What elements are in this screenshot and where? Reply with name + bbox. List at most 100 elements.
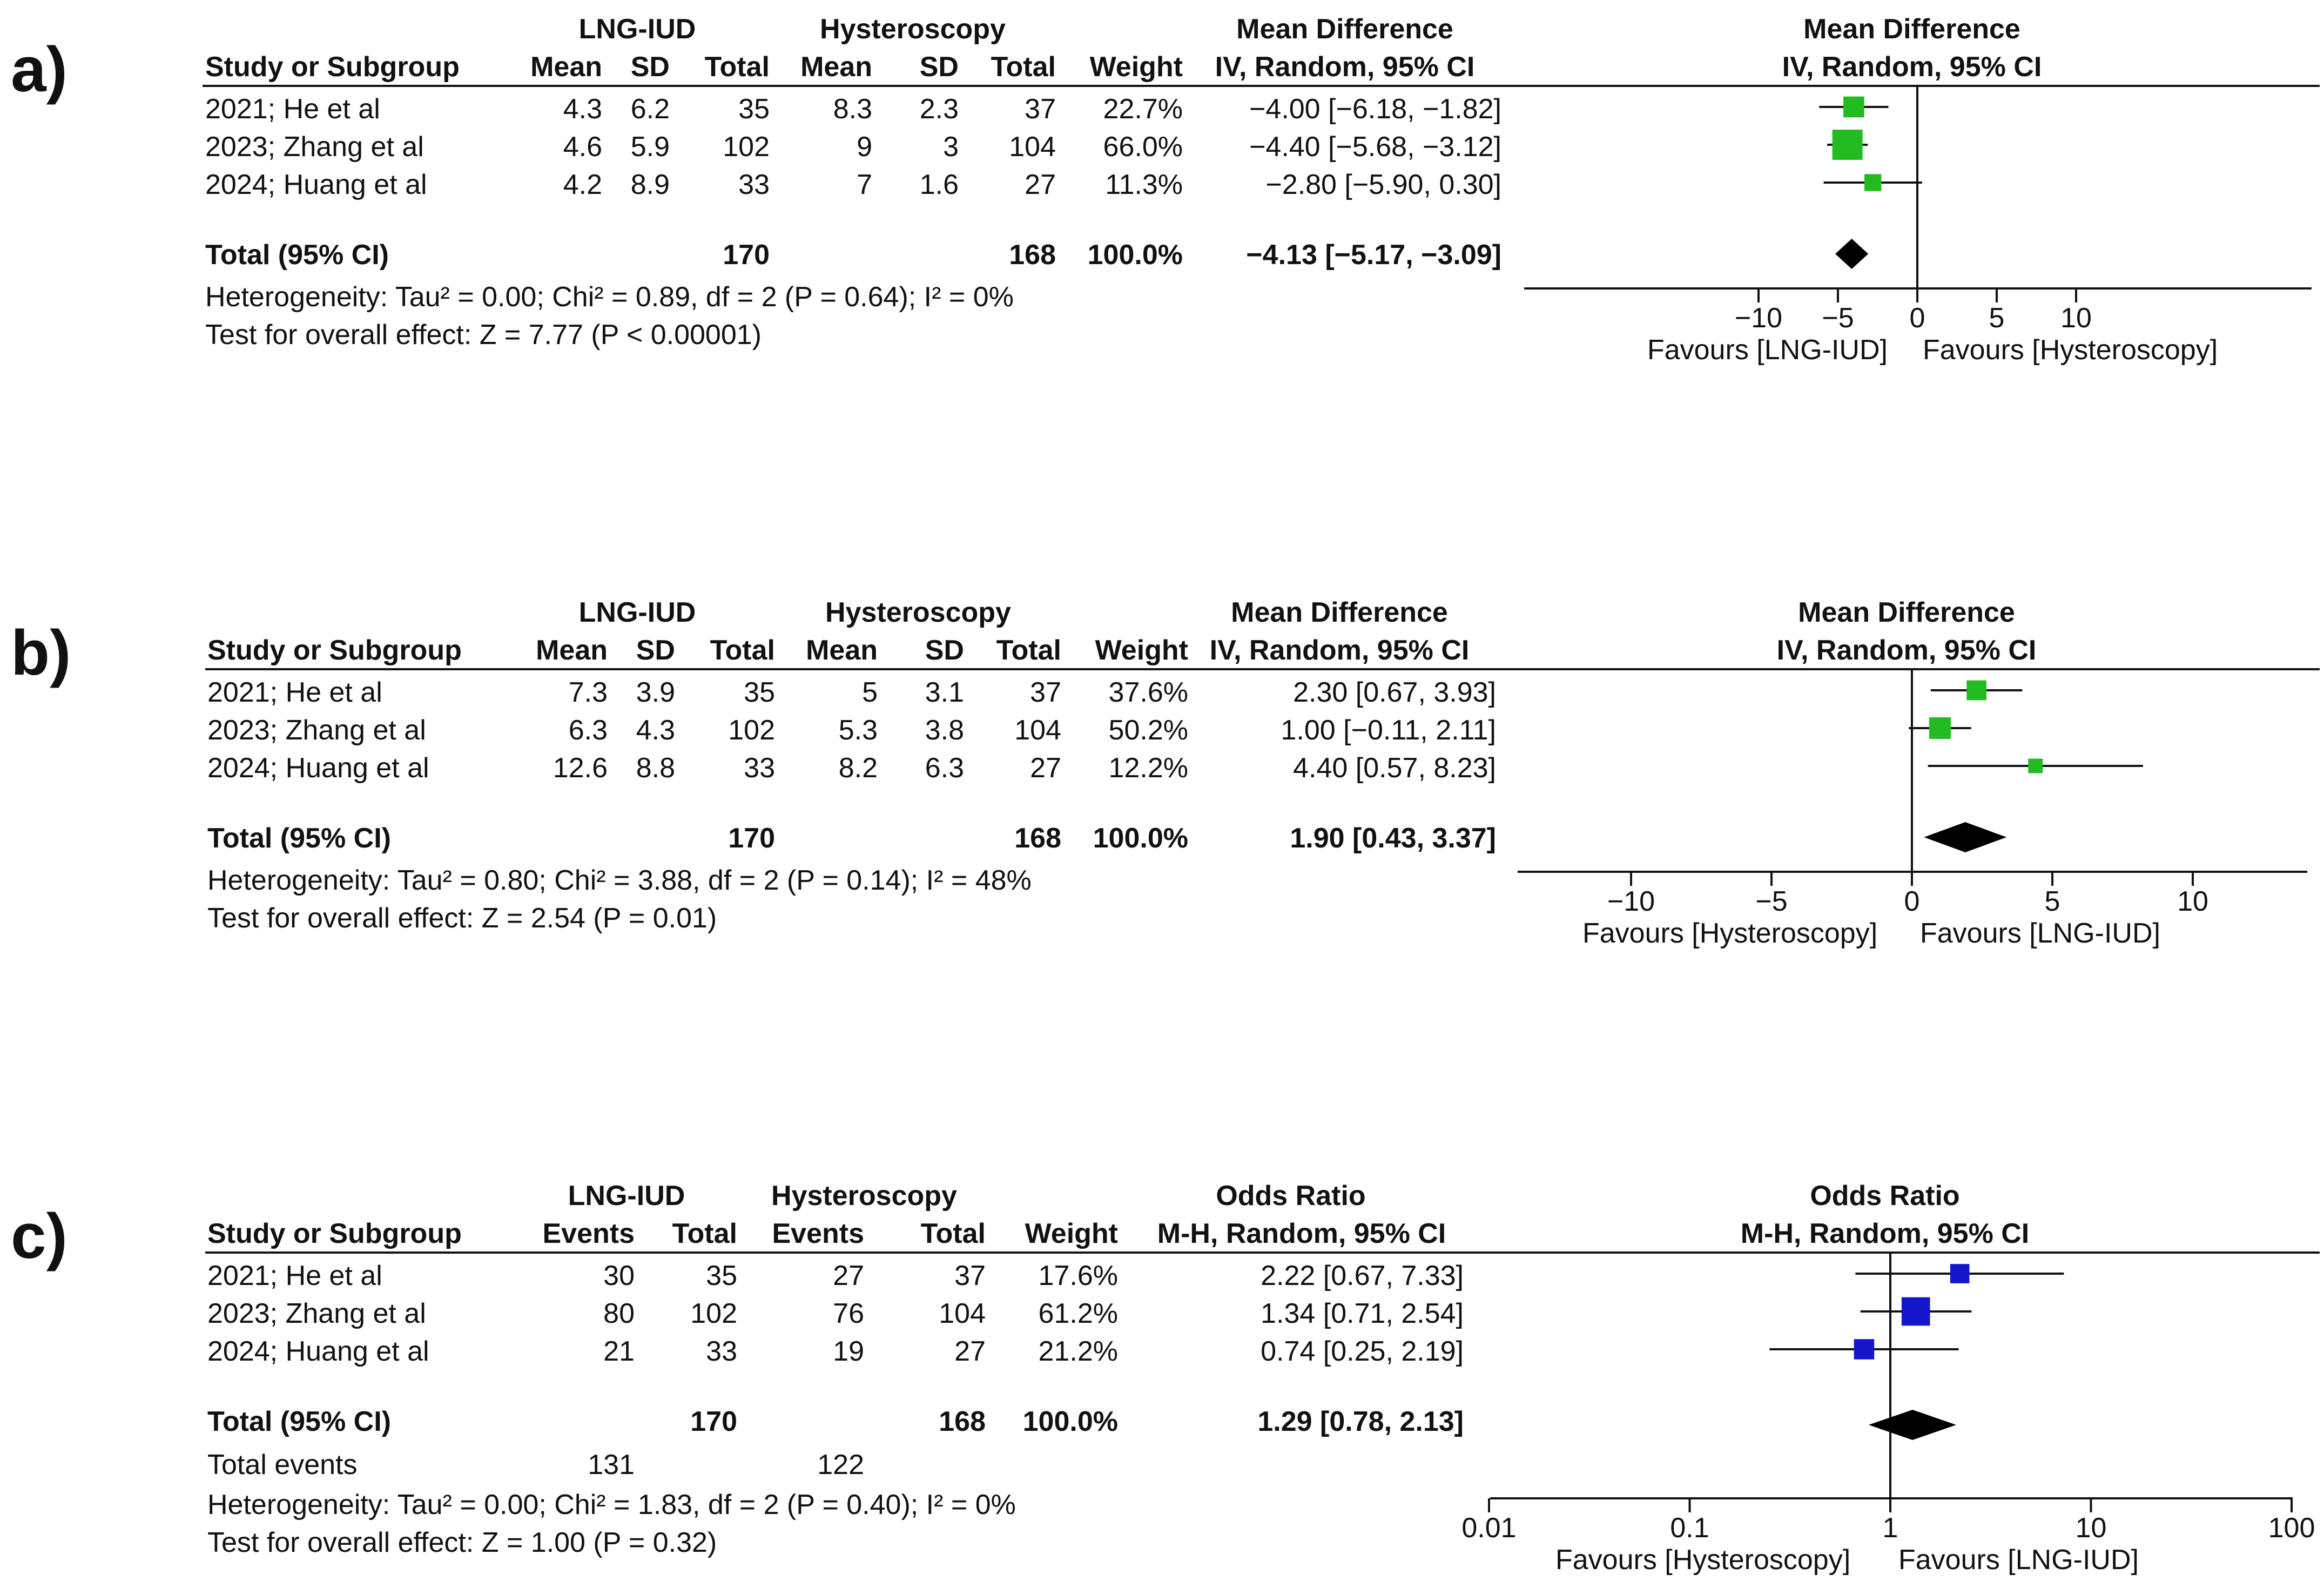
plot-title: Mean Difference [1803,14,2020,45]
g2-total: 27 [954,1336,986,1367]
g1-total: 33 [738,169,770,200]
g2-mean: 5 [862,677,878,708]
tick-label: 10 [2060,302,2092,334]
g1-total-sum: 170 [723,239,770,271]
tick-label: −10 [1735,302,1782,334]
effect-ci-text: 0.74 [0.25, 2.19] [1261,1336,1464,1367]
plot-method: M-H, Random, 95% CI [1740,1218,2030,1249]
g1-mean: 4.6 [563,131,602,163]
weight-value: 66.0% [1103,131,1183,163]
g2-total-header: Total [996,635,1061,666]
study-name: 2021; He et al [207,677,382,708]
effect-title-header: Mean Difference [1231,597,1448,628]
total-label: Total (95% CI) [207,823,391,854]
g2-mean-header: Mean [800,51,872,83]
effect-ci-text: 4.40 [0.57, 8.23] [1293,752,1496,784]
forest-plot-b: b) LNG-IUD Hysteroscopy Mean Difference … [0,583,2324,1015]
tick-label: −5 [1822,302,1854,334]
header-rule [203,85,2320,87]
tick-labels: −10 −5 0 5 10 [1607,886,2208,917]
tick-label: 0.01 [1461,1512,1516,1544]
forest-plot-a: a) LNG-IUD Hysteroscopy Mean Difference … [0,0,2324,432]
group2-header: Hysteroscopy [825,597,1011,628]
g2-total-header: Total [920,1218,986,1249]
total-ci-text: −4.13 [−5.17, −3.09] [1246,239,1501,271]
g2-total-sum: 168 [1009,239,1056,271]
total-weight: 100.0% [1022,1406,1118,1437]
study-name: 2023; Zhang et al [207,1298,426,1329]
g2-total: 37 [954,1260,986,1291]
g1-total: 102 [690,1298,737,1329]
tick-label: 5 [1989,302,2005,334]
favours-right-label: Favours [LNG-IUD] [1920,918,2160,949]
axis-ticks [1488,1498,2293,1512]
weight-value: 11.3% [1105,169,1183,200]
effect-ci-text: 1.00 [−0.11, 2.11] [1281,715,1496,746]
g1-total-header: Total [704,51,770,83]
point-estimate-square [1843,96,1864,118]
g2-sd-header: SD [925,635,964,666]
g2-total: 37 [1025,93,1056,125]
tick-label: 5 [2045,886,2060,917]
g1-mean: 7.3 [568,677,608,708]
g1-total: 35 [706,1260,737,1291]
favours-right-label: Favours [Hysteroscopy] [1923,334,2218,366]
g2-total: 37 [1030,677,1061,708]
favours-left-label: Favours [LNG-IUD] [1647,334,1888,366]
g2-total-events: 122 [817,1449,864,1481]
effect-method-header: IV, Random, 95% CI [1215,51,1475,83]
effect-ci-text: 2.22 [0.67, 7.33] [1261,1260,1464,1291]
g2-total: 104 [1009,131,1056,163]
tick-label: 0 [1904,886,1920,917]
g2-total: 104 [939,1298,986,1329]
weight-value: 37.6% [1108,677,1188,708]
g2-total: 27 [1025,169,1056,200]
g2-sd: 6.3 [925,752,964,784]
effect-ci-text: 2.30 [0.67, 3.93] [1293,677,1496,708]
effect-ci-text: −2.80 [−5.90, 0.30] [1265,169,1501,200]
g2-mean-header: Mean [806,635,878,666]
favours-right-label: Favours [LNG-IUD] [1898,1544,2139,1576]
tick-label: 0.1 [1670,1512,1709,1544]
g1-mean-header: Mean [530,51,602,83]
g1-sd: 6.2 [630,93,670,125]
effect-ci-text: −4.40 [−5.68, −3.12] [1249,131,1501,163]
g1-mean: 4.3 [563,93,602,125]
g2-sd-header: SD [919,51,959,83]
g1-sd: 4.3 [636,715,675,746]
panel-label: c) [11,1201,68,1272]
tick-label: 10 [2177,886,2208,917]
plot-title: Mean Difference [1798,597,2015,628]
g1-events: 30 [603,1260,635,1291]
tick-label: −10 [1607,886,1655,917]
g2-total-header: Total [991,51,1056,83]
header-rule [205,1251,2320,1254]
tick-label: 100 [2268,1512,2315,1544]
g1-sd: 5.9 [630,131,670,163]
g1-total: 102 [728,715,775,746]
g1-total: 35 [744,677,775,708]
group2-header: Hysteroscopy [771,1180,957,1212]
g1-total-sum: 170 [690,1406,737,1437]
weight-value: 22.7% [1103,93,1183,125]
weight-value: 61.2% [1038,1298,1118,1329]
tick-labels: 0.01 0.1 1 10 100 [1461,1512,2315,1544]
g1-mean: 4.2 [563,169,602,200]
g2-events-header: Events [772,1218,864,1249]
g1-total-header: Total [710,635,775,666]
plot-method: IV, Random, 95% CI [1776,635,2037,666]
g2-total-sum: 168 [1014,823,1061,854]
study-name: 2021; He et al [205,93,380,125]
pooled-diamond [1835,239,1869,269]
axis-ticks [1757,288,2077,302]
g2-events: 27 [833,1260,864,1291]
group2-header: Hysteroscopy [820,14,1006,45]
g1-total: 33 [744,752,775,784]
group1-header: LNG-IUD [578,14,696,45]
g1-sd: 8.9 [630,169,670,200]
group1-header: LNG-IUD [568,1180,685,1212]
g2-mean: 9 [857,131,872,163]
total-weight: 100.0% [1087,239,1183,271]
g2-sd: 2.3 [919,93,959,125]
overall-effect-note: Test for overall effect: Z = 2.54 (P = 0… [207,903,717,934]
